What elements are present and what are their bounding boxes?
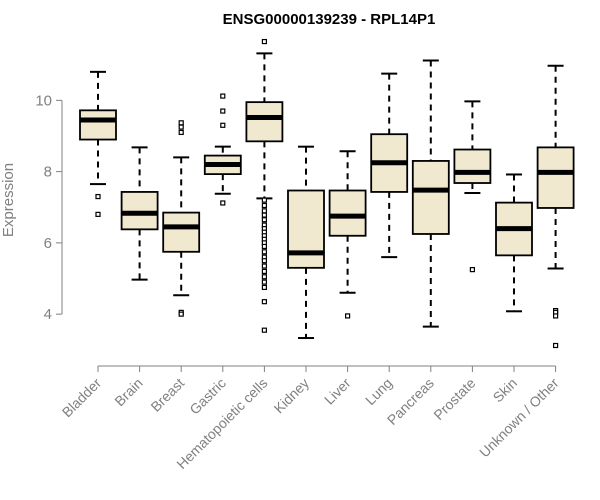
- iqr-box: [245, 101, 284, 143]
- outlier-point: [261, 217, 267, 223]
- axes: 4 6 8 10: [35, 92, 557, 372]
- outlier-point: [261, 274, 267, 280]
- outlier-point: [95, 193, 101, 200]
- outlier-point: [261, 243, 267, 250]
- iqr-box: [162, 211, 201, 253]
- x-tick-label: Brain: [111, 375, 145, 409]
- outlier-point: [178, 311, 184, 317]
- box-liver: [328, 150, 367, 319]
- outlier-point: [220, 122, 226, 128]
- box-gastric: [203, 93, 242, 206]
- outlier-point: [552, 342, 559, 349]
- outlier-point: [469, 267, 475, 273]
- box-hematopoietic-cells: [245, 38, 284, 333]
- y-axis-label: Expression: [0, 163, 17, 237]
- outlier-point: [261, 38, 267, 45]
- x-tick-label: Lung: [362, 375, 395, 408]
- box-breast: [162, 120, 201, 317]
- outlier-point: [261, 268, 267, 274]
- x-tick-label: Kidney: [271, 375, 313, 417]
- outlier-point: [95, 211, 101, 217]
- y-tick-label: 4: [44, 306, 52, 323]
- outlier-point: [261, 258, 267, 264]
- iqr-box: [79, 109, 117, 141]
- iqr-box: [328, 189, 367, 237]
- iqr-box: [536, 146, 575, 209]
- outlier-point: [261, 208, 267, 214]
- box-skin: [495, 173, 533, 313]
- outlier-point: [261, 327, 267, 333]
- box-pancreas: [411, 59, 450, 328]
- outlier-point: [261, 249, 267, 255]
- outlier-point: [220, 200, 226, 206]
- box-unknown-other: [536, 64, 575, 349]
- outlier-point: [178, 129, 184, 136]
- outlier-point: [261, 284, 267, 291]
- outlier-point: [261, 263, 267, 269]
- iqr-box: [453, 148, 492, 184]
- outlier-point: [220, 93, 226, 99]
- box-bladder: [79, 70, 117, 217]
- iqr-box: [287, 189, 325, 269]
- box-lung: [370, 72, 409, 259]
- chart-title: ENSG00000139239 - RPL14P1: [223, 11, 436, 28]
- iqr-box: [411, 160, 450, 235]
- y-tick-label: 6: [44, 235, 52, 252]
- outlier-point: [261, 279, 267, 285]
- y-tick-label: 10: [35, 92, 52, 109]
- outlier-point: [261, 212, 267, 218]
- box-kidney: [287, 145, 325, 340]
- x-tick-label: Skin: [490, 375, 521, 406]
- outlier-point: [178, 124, 184, 130]
- outlier-point: [261, 202, 267, 209]
- outlier-point: [345, 313, 351, 319]
- x-tick-label: Breast: [147, 375, 187, 415]
- outlier-point: [261, 299, 267, 305]
- x-tick-label: Liver: [321, 375, 354, 408]
- box-brain: [120, 146, 159, 281]
- x-tick-label: Unknown / Other: [476, 375, 562, 461]
- x-tick-label: Bladder: [59, 375, 105, 421]
- x-tick-label: Prostate: [430, 375, 478, 423]
- outlier-point: [552, 313, 559, 319]
- outlier-point: [178, 120, 184, 126]
- y-tick-label: 8: [44, 164, 52, 181]
- iqr-box: [120, 191, 159, 231]
- outlier-point: [261, 197, 267, 203]
- box-prostate: [453, 100, 492, 273]
- outlier-point: [220, 108, 226, 114]
- box-group: [79, 38, 575, 349]
